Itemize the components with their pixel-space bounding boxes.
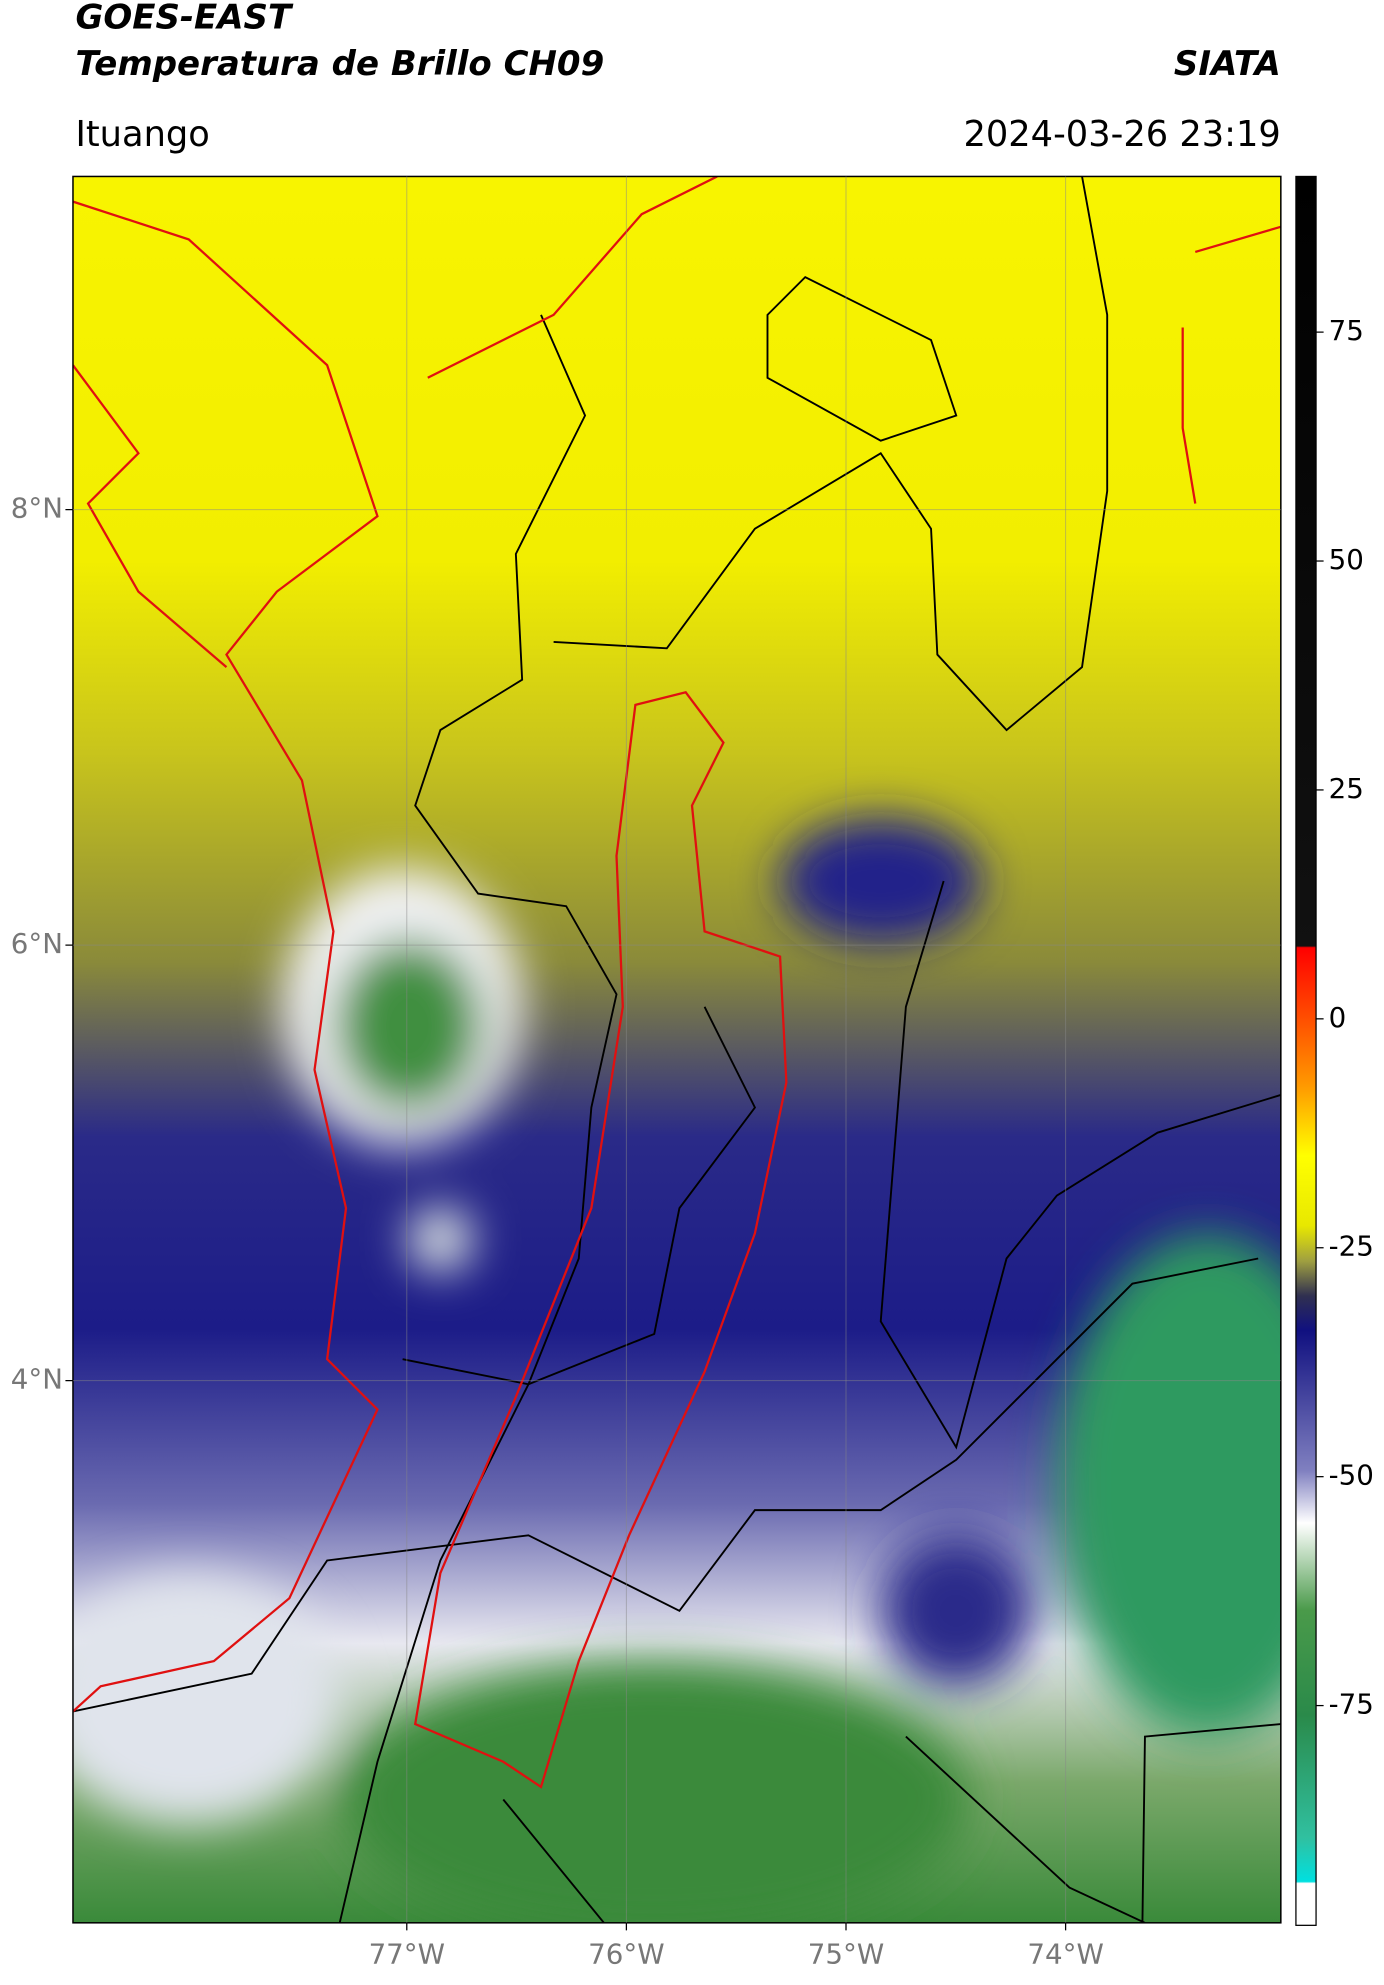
map-frame (72, 175, 1282, 1924)
colorbar-tick-label: -75 (1329, 1688, 1374, 1721)
credit: SIATA (1174, 44, 1281, 84)
title: GOES-EAST (75, 0, 293, 38)
colorbar-tick-label: 75 (1329, 314, 1364, 347)
colorbar-tick-label: 0 (1329, 1001, 1347, 1034)
y-tick-label: 4°N (11, 1363, 63, 1396)
location: Ituango (75, 114, 209, 155)
datetime: 2024-03-26 23:19 (963, 114, 1280, 155)
colorbar-tick-label: -25 (1329, 1230, 1374, 1263)
map (72, 176, 1281, 1923)
x-tick-label: 77°W (369, 1938, 445, 1971)
colorbar (1295, 175, 1317, 1926)
y-tick-label: 6°N (11, 927, 63, 960)
y-tick-label: 8°N (11, 492, 63, 525)
colorbar-tick-label: 50 (1329, 543, 1364, 576)
cloud-features (72, 818, 1281, 1923)
colorbar-tick-label: -50 (1329, 1459, 1374, 1492)
coastline-and-region (72, 176, 1281, 1789)
x-tick-label: 74°W (1027, 1938, 1103, 1971)
x-tick-label: 75°W (808, 1938, 884, 1971)
colorbar-tick-label: 25 (1329, 772, 1364, 805)
subtitle: Temperatura de Brillo CH09 (75, 44, 604, 84)
borders (72, 176, 1281, 1923)
x-tick-label: 76°W (588, 1938, 664, 1971)
